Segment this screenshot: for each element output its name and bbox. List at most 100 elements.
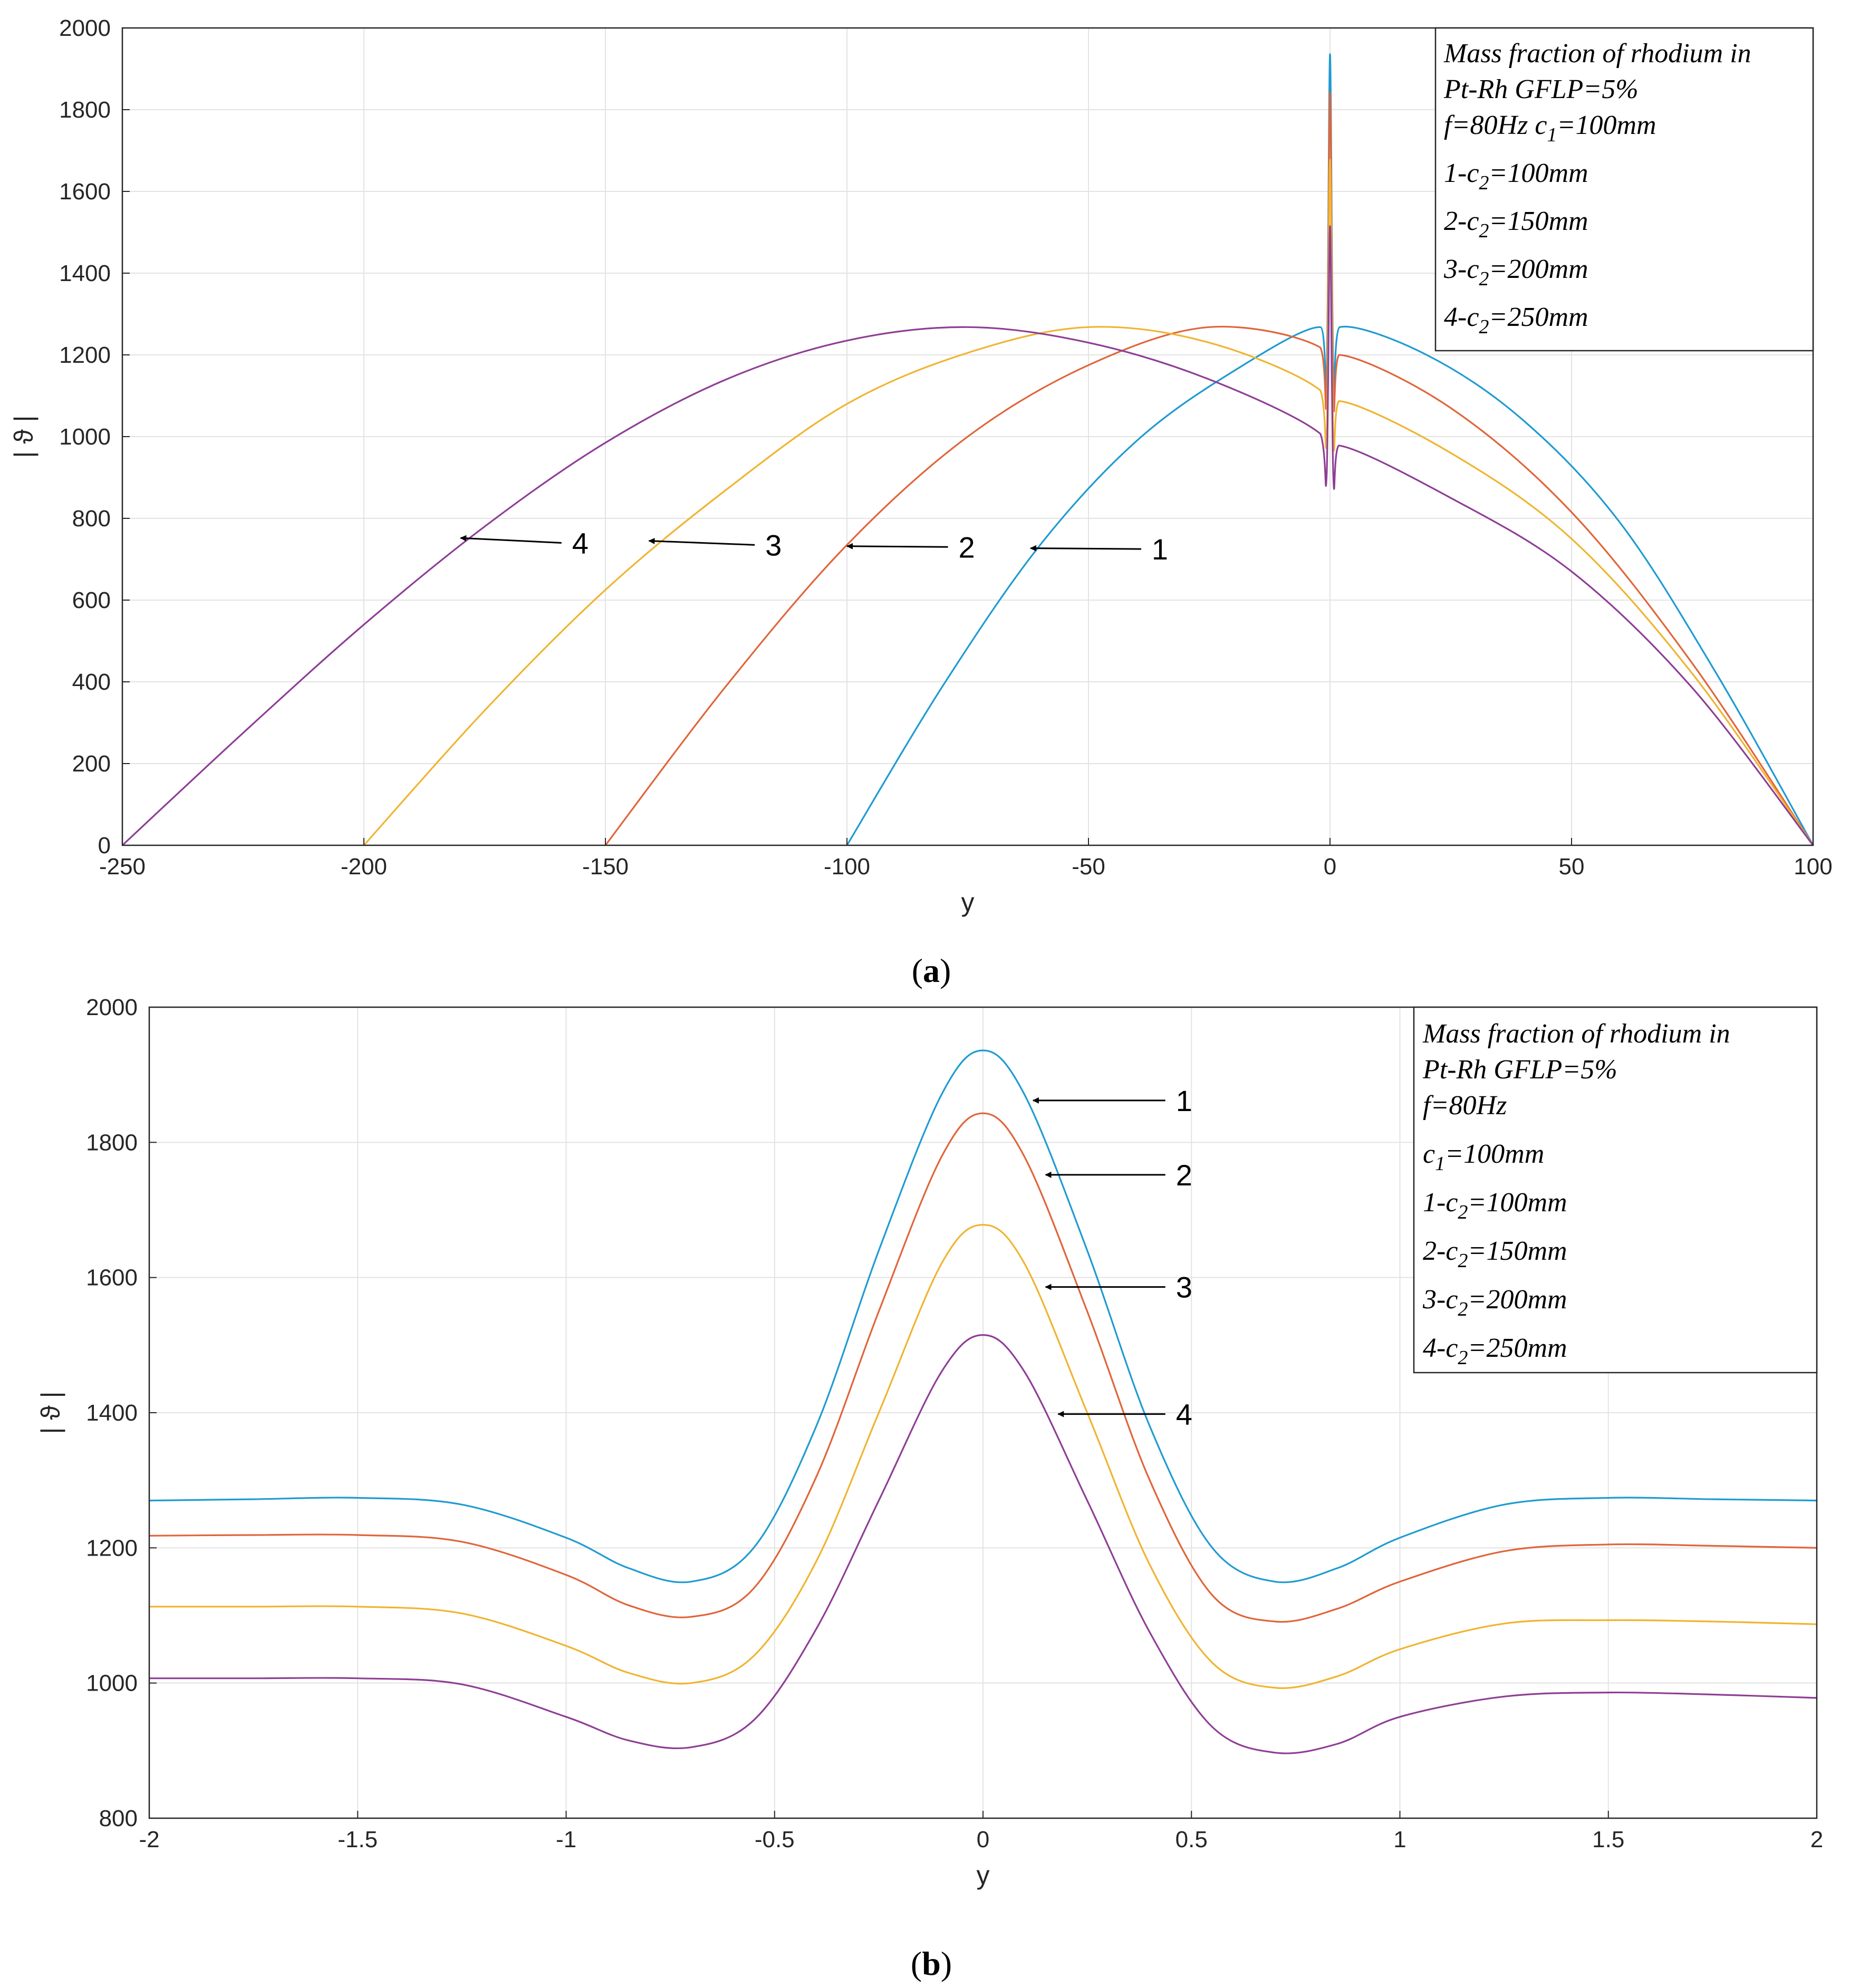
legend-segment: 4-c	[1423, 1333, 1458, 1363]
legend-segment: 1-c	[1444, 158, 1479, 188]
annotations: 1 2 3 4	[1032, 1084, 1192, 1431]
legend-line: Mass fraction of rhodium in	[1443, 38, 1751, 69]
legend-line: Pt-Rh GFLP=5%	[1422, 1055, 1617, 1085]
legend-segment: Mass fraction of rhodium in	[1443, 38, 1751, 69]
legend-segment: =100mm	[1445, 1139, 1544, 1169]
annotation-arrow-1	[1030, 545, 1141, 552]
annotation-label-4: 4	[1176, 1398, 1192, 1431]
x-axis-label: y	[961, 887, 975, 917]
annotations: 1 2 3 4	[460, 527, 1168, 566]
legend-segment: =200mm	[1468, 1285, 1567, 1315]
legend-segment: 3-c	[1443, 254, 1479, 284]
legend-segment: =200mm	[1489, 254, 1588, 284]
legend-line: 4-c2=250mm	[1444, 302, 1588, 338]
y-axis-label: | ϑ |	[36, 1391, 65, 1434]
legend-subscript: 2	[1479, 220, 1489, 242]
tick-labels: -250 -200 -150 -100 -50 0 50 100020040060080010…	[59, 15, 1833, 880]
legend-segment: f=80Hz c	[1444, 110, 1547, 140]
legend-line: 3-c2=200mm	[1443, 254, 1588, 290]
x-tick-label: -50	[1072, 854, 1105, 880]
legend-line: f=80Hz	[1423, 1090, 1507, 1121]
annotation-label-4: 4	[572, 527, 589, 560]
y-tick-label: 1600	[59, 179, 111, 205]
series-line-3	[363, 158, 1814, 846]
x-tick-label: 0	[977, 1827, 989, 1852]
series-group	[149, 1049, 1817, 1754]
legend-segment: c	[1423, 1139, 1435, 1169]
y-tick-label: 1400	[86, 1400, 138, 1426]
x-tick-label: -1.5	[338, 1827, 378, 1852]
legend-box	[1413, 1006, 1818, 1374]
y-tick-label: 1200	[86, 1535, 138, 1561]
legend: Mass fraction of rhodium in Pt-Rh GFLP=5%…	[1413, 1006, 1818, 1374]
legend-line: Pt-Rh GFLP=5%	[1443, 74, 1639, 104]
x-tick-label: 1.5	[1592, 1827, 1624, 1852]
legend-subscript: 2	[1458, 1347, 1468, 1369]
annotation-label-3: 3	[1176, 1271, 1192, 1304]
legend-segment: =150mm	[1489, 206, 1588, 236]
y-tick-label: 1000	[86, 1671, 138, 1696]
legend-segment: 3-c	[1422, 1285, 1458, 1315]
series-line-2	[149, 1112, 1817, 1623]
series-line-3	[149, 1224, 1817, 1689]
y-tick-label: 600	[72, 587, 111, 613]
legend-segment: 2-c	[1423, 1236, 1458, 1266]
x-tick-label: 0.5	[1175, 1827, 1208, 1852]
x-tick-label: -1	[556, 1827, 576, 1852]
y-axis-label: | ϑ |	[9, 415, 38, 458]
annotation-arrow-2	[846, 543, 948, 549]
x-tick-label: -0.5	[755, 1827, 795, 1852]
legend-segment: =250mm	[1468, 1333, 1567, 1363]
annotation-label-3: 3	[765, 528, 782, 562]
x-tick-label: -200	[341, 854, 387, 880]
x-tick-label: 50	[1559, 854, 1585, 880]
y-tick-label: 2000	[59, 15, 111, 41]
annotation-label-2: 2	[959, 530, 975, 564]
y-tick-label: 1600	[86, 1265, 138, 1291]
legend-segment: =150mm	[1468, 1236, 1567, 1266]
x-tick-label: -100	[824, 854, 870, 880]
legend-segment: f=80Hz	[1423, 1090, 1507, 1121]
legend-segment: Pt-Rh GFLP=5%	[1443, 74, 1639, 104]
legend-segment: =100mm	[1489, 158, 1588, 188]
legend-subscript: 2	[1479, 316, 1489, 338]
legend-subscript: 2	[1458, 1298, 1468, 1320]
legend-line: 1-c2=100mm	[1444, 158, 1588, 194]
y-tick-label: 1800	[59, 97, 111, 123]
legend-subscript: 2	[1479, 268, 1489, 290]
legend-subscript: 2	[1458, 1201, 1468, 1223]
caption-letter-a: a	[923, 952, 940, 989]
caption-a: (a)	[912, 952, 951, 989]
legend-line: Mass fraction of rhodium in	[1422, 1019, 1730, 1049]
x-tick-label: -2	[139, 1827, 159, 1852]
legend-line: c1=100mm	[1423, 1139, 1544, 1175]
chart-panel-b: -2 -1.5 -1 -0.5 0 0.5 1 1.5 2 800 1000 1200 1400 1600…	[36, 995, 1823, 1890]
legend-line: 3-c2=200mm	[1422, 1285, 1567, 1320]
legend-line: 4-c2=250mm	[1423, 1333, 1567, 1369]
y-tick-label: 800	[72, 506, 111, 532]
legend-segment: 4-c	[1444, 302, 1479, 332]
chart-panel-a: -250 -200 -150 -100 -50 0 50 100020040060080010…	[9, 15, 1833, 917]
y-tick-label: 2000	[86, 995, 138, 1020]
legend-subscript: 1	[1435, 1153, 1445, 1175]
legend-box	[1434, 27, 1814, 352]
series-line-4	[149, 1334, 1817, 1754]
y-tick-label: 1400	[59, 260, 111, 286]
tick-labels: -2 -1.5 -1 -0.5 0 0.5 1 1.5 2 800 1000 1200 1400 1600…	[86, 995, 1823, 1852]
y-tick-label: 1000	[59, 424, 111, 450]
legend-segment: =100mm	[1468, 1188, 1567, 1218]
caption-b: (b)	[911, 1945, 952, 1982]
legend-line: 2-c2=150mm	[1444, 206, 1588, 242]
legend-subscript: 2	[1479, 172, 1489, 194]
legend-subscript: 1	[1547, 124, 1557, 146]
x-tick-label: 1	[1393, 1827, 1406, 1852]
legend-line: 1-c2=100mm	[1423, 1188, 1567, 1223]
y-tick-label: 800	[99, 1806, 138, 1831]
annotation-arrow-3	[648, 538, 755, 546]
legend-segment: =100mm	[1557, 110, 1656, 140]
y-tick-label: 200	[72, 751, 111, 777]
x-tick-label: 0	[1324, 854, 1336, 880]
annotation-label-2: 2	[1176, 1159, 1192, 1192]
annotation-label-1: 1	[1152, 533, 1168, 566]
